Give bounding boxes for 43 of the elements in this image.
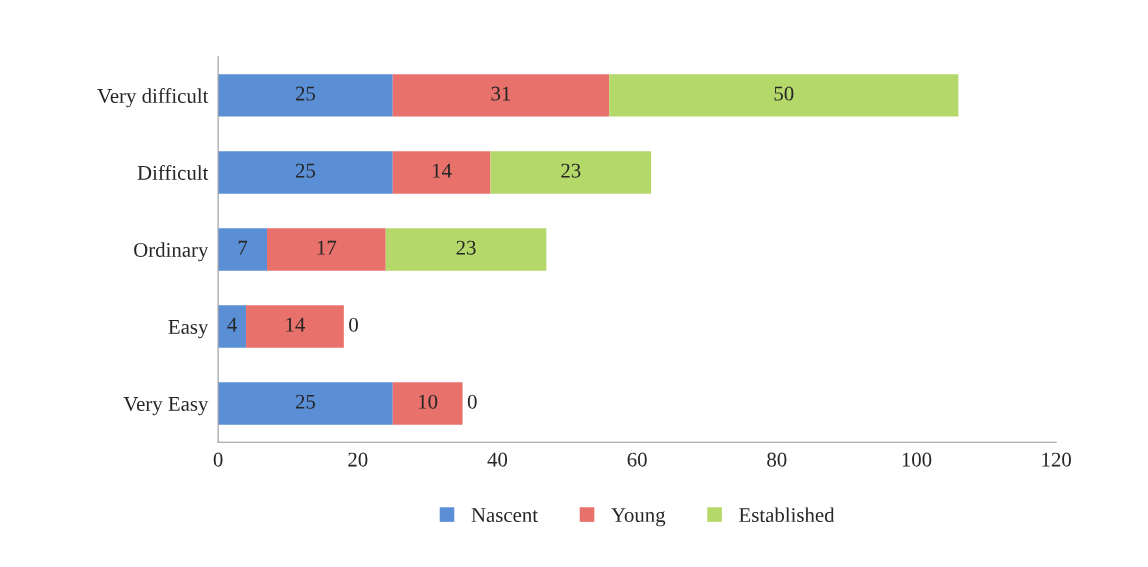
x-tick-label: 60 bbox=[627, 452, 647, 467]
data-label: 0 bbox=[467, 394, 477, 409]
bar bbox=[218, 228, 268, 271]
bar bbox=[392, 74, 610, 117]
bar bbox=[609, 74, 959, 117]
data-label: 25 bbox=[295, 394, 316, 409]
bar bbox=[246, 305, 344, 348]
x-tick-label: 0 bbox=[213, 452, 223, 467]
legend-label: Young bbox=[611, 508, 666, 527]
data-label: 31 bbox=[491, 86, 511, 101]
y-tick-label: Very difficult bbox=[97, 88, 209, 108]
y-tick-label: Easy bbox=[168, 320, 209, 339]
x-tick-label: 120 bbox=[1042, 452, 1071, 467]
y-tick-label: Difficult bbox=[137, 165, 209, 180]
bar bbox=[385, 228, 547, 271]
bar bbox=[218, 305, 247, 348]
bar bbox=[267, 228, 386, 271]
data-label: 50 bbox=[774, 86, 794, 101]
bar bbox=[218, 74, 393, 117]
x-tick-label: 100 bbox=[902, 452, 932, 467]
data-label: 17 bbox=[317, 240, 337, 255]
legend-label: Established bbox=[739, 507, 835, 523]
legend-label: Nascent bbox=[471, 508, 538, 523]
data-label: 10 bbox=[419, 394, 438, 409]
x-tick-label: 40 bbox=[487, 452, 508, 467]
bar bbox=[218, 151, 393, 194]
data-label: 7 bbox=[238, 240, 248, 255]
data-label: 4 bbox=[227, 317, 237, 332]
data-label: 25 bbox=[295, 163, 316, 178]
data-label: 25 bbox=[295, 86, 316, 101]
data-label: 14 bbox=[286, 317, 306, 332]
x-tick-label: 80 bbox=[767, 452, 787, 467]
y-tick-label: Very Easy bbox=[123, 397, 209, 416]
bar bbox=[392, 382, 463, 425]
data-label: 23 bbox=[456, 240, 476, 255]
x-tick-label: 20 bbox=[348, 452, 368, 467]
data-label: 23 bbox=[561, 163, 581, 178]
data-label: 0 bbox=[349, 317, 358, 332]
bar bbox=[490, 151, 652, 194]
bar bbox=[218, 382, 393, 425]
data-label: 14 bbox=[433, 163, 452, 178]
y-tick-label: Ordinary bbox=[134, 242, 209, 262]
bar bbox=[392, 151, 491, 194]
